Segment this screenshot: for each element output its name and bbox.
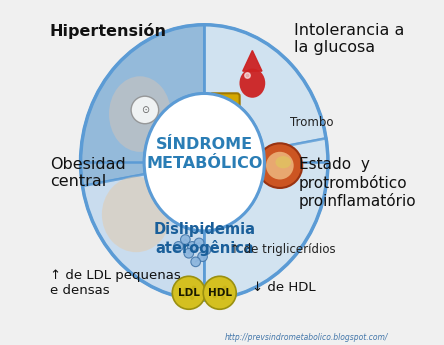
Circle shape [184,248,194,258]
Polygon shape [83,174,204,300]
Circle shape [183,287,187,292]
Ellipse shape [102,177,170,252]
Circle shape [190,296,194,300]
Circle shape [194,238,204,248]
Text: ↑ de triglicerídios: ↑ de triglicerídios [230,243,336,256]
Polygon shape [204,138,328,300]
Circle shape [203,276,236,309]
Circle shape [198,252,207,262]
Ellipse shape [109,76,171,152]
Polygon shape [204,25,326,150]
Circle shape [182,294,186,298]
Circle shape [223,286,227,290]
Polygon shape [80,25,204,186]
Text: http://prevsindrometabolico.blogspot.com/: http://prevsindrometabolico.blogspot.com… [225,333,388,342]
Text: Dislipidemia
aterogênica: Dislipidemia aterogênica [153,222,255,256]
Circle shape [191,257,201,267]
Text: ↑ de LDL pequenas
e densas: ↑ de LDL pequenas e densas [50,269,180,297]
Text: ↓ de HDL: ↓ de HDL [252,281,316,294]
Circle shape [221,296,225,300]
Circle shape [266,152,293,179]
Polygon shape [243,50,262,71]
Circle shape [187,241,197,251]
Circle shape [172,276,205,309]
Circle shape [131,96,159,124]
Text: SÍNDROME
METABÓLICO: SÍNDROME METABÓLICO [146,137,262,171]
Text: Hipertensión: Hipertensión [50,23,166,39]
Text: Trombo: Trombo [290,116,333,129]
Text: LDL: LDL [178,288,200,298]
Circle shape [258,143,302,188]
Circle shape [213,294,217,298]
FancyBboxPatch shape [210,93,240,114]
Circle shape [192,286,196,290]
Text: ⊙: ⊙ [141,105,149,115]
Circle shape [174,241,183,251]
Circle shape [181,235,190,244]
Circle shape [214,287,218,292]
Ellipse shape [275,156,291,168]
Ellipse shape [144,93,264,231]
Text: Estado  y
protrombótico
proinflamatório: Estado y protrombótico proinflamatório [299,157,416,209]
Text: Obesidad
central: Obesidad central [50,157,125,189]
Circle shape [201,245,211,255]
Text: HDL: HDL [208,288,232,298]
Text: Intolerancia a
la glucosa: Intolerancia a la glucosa [293,23,404,56]
Ellipse shape [239,69,265,98]
Text: Glu: Glu [213,99,234,109]
